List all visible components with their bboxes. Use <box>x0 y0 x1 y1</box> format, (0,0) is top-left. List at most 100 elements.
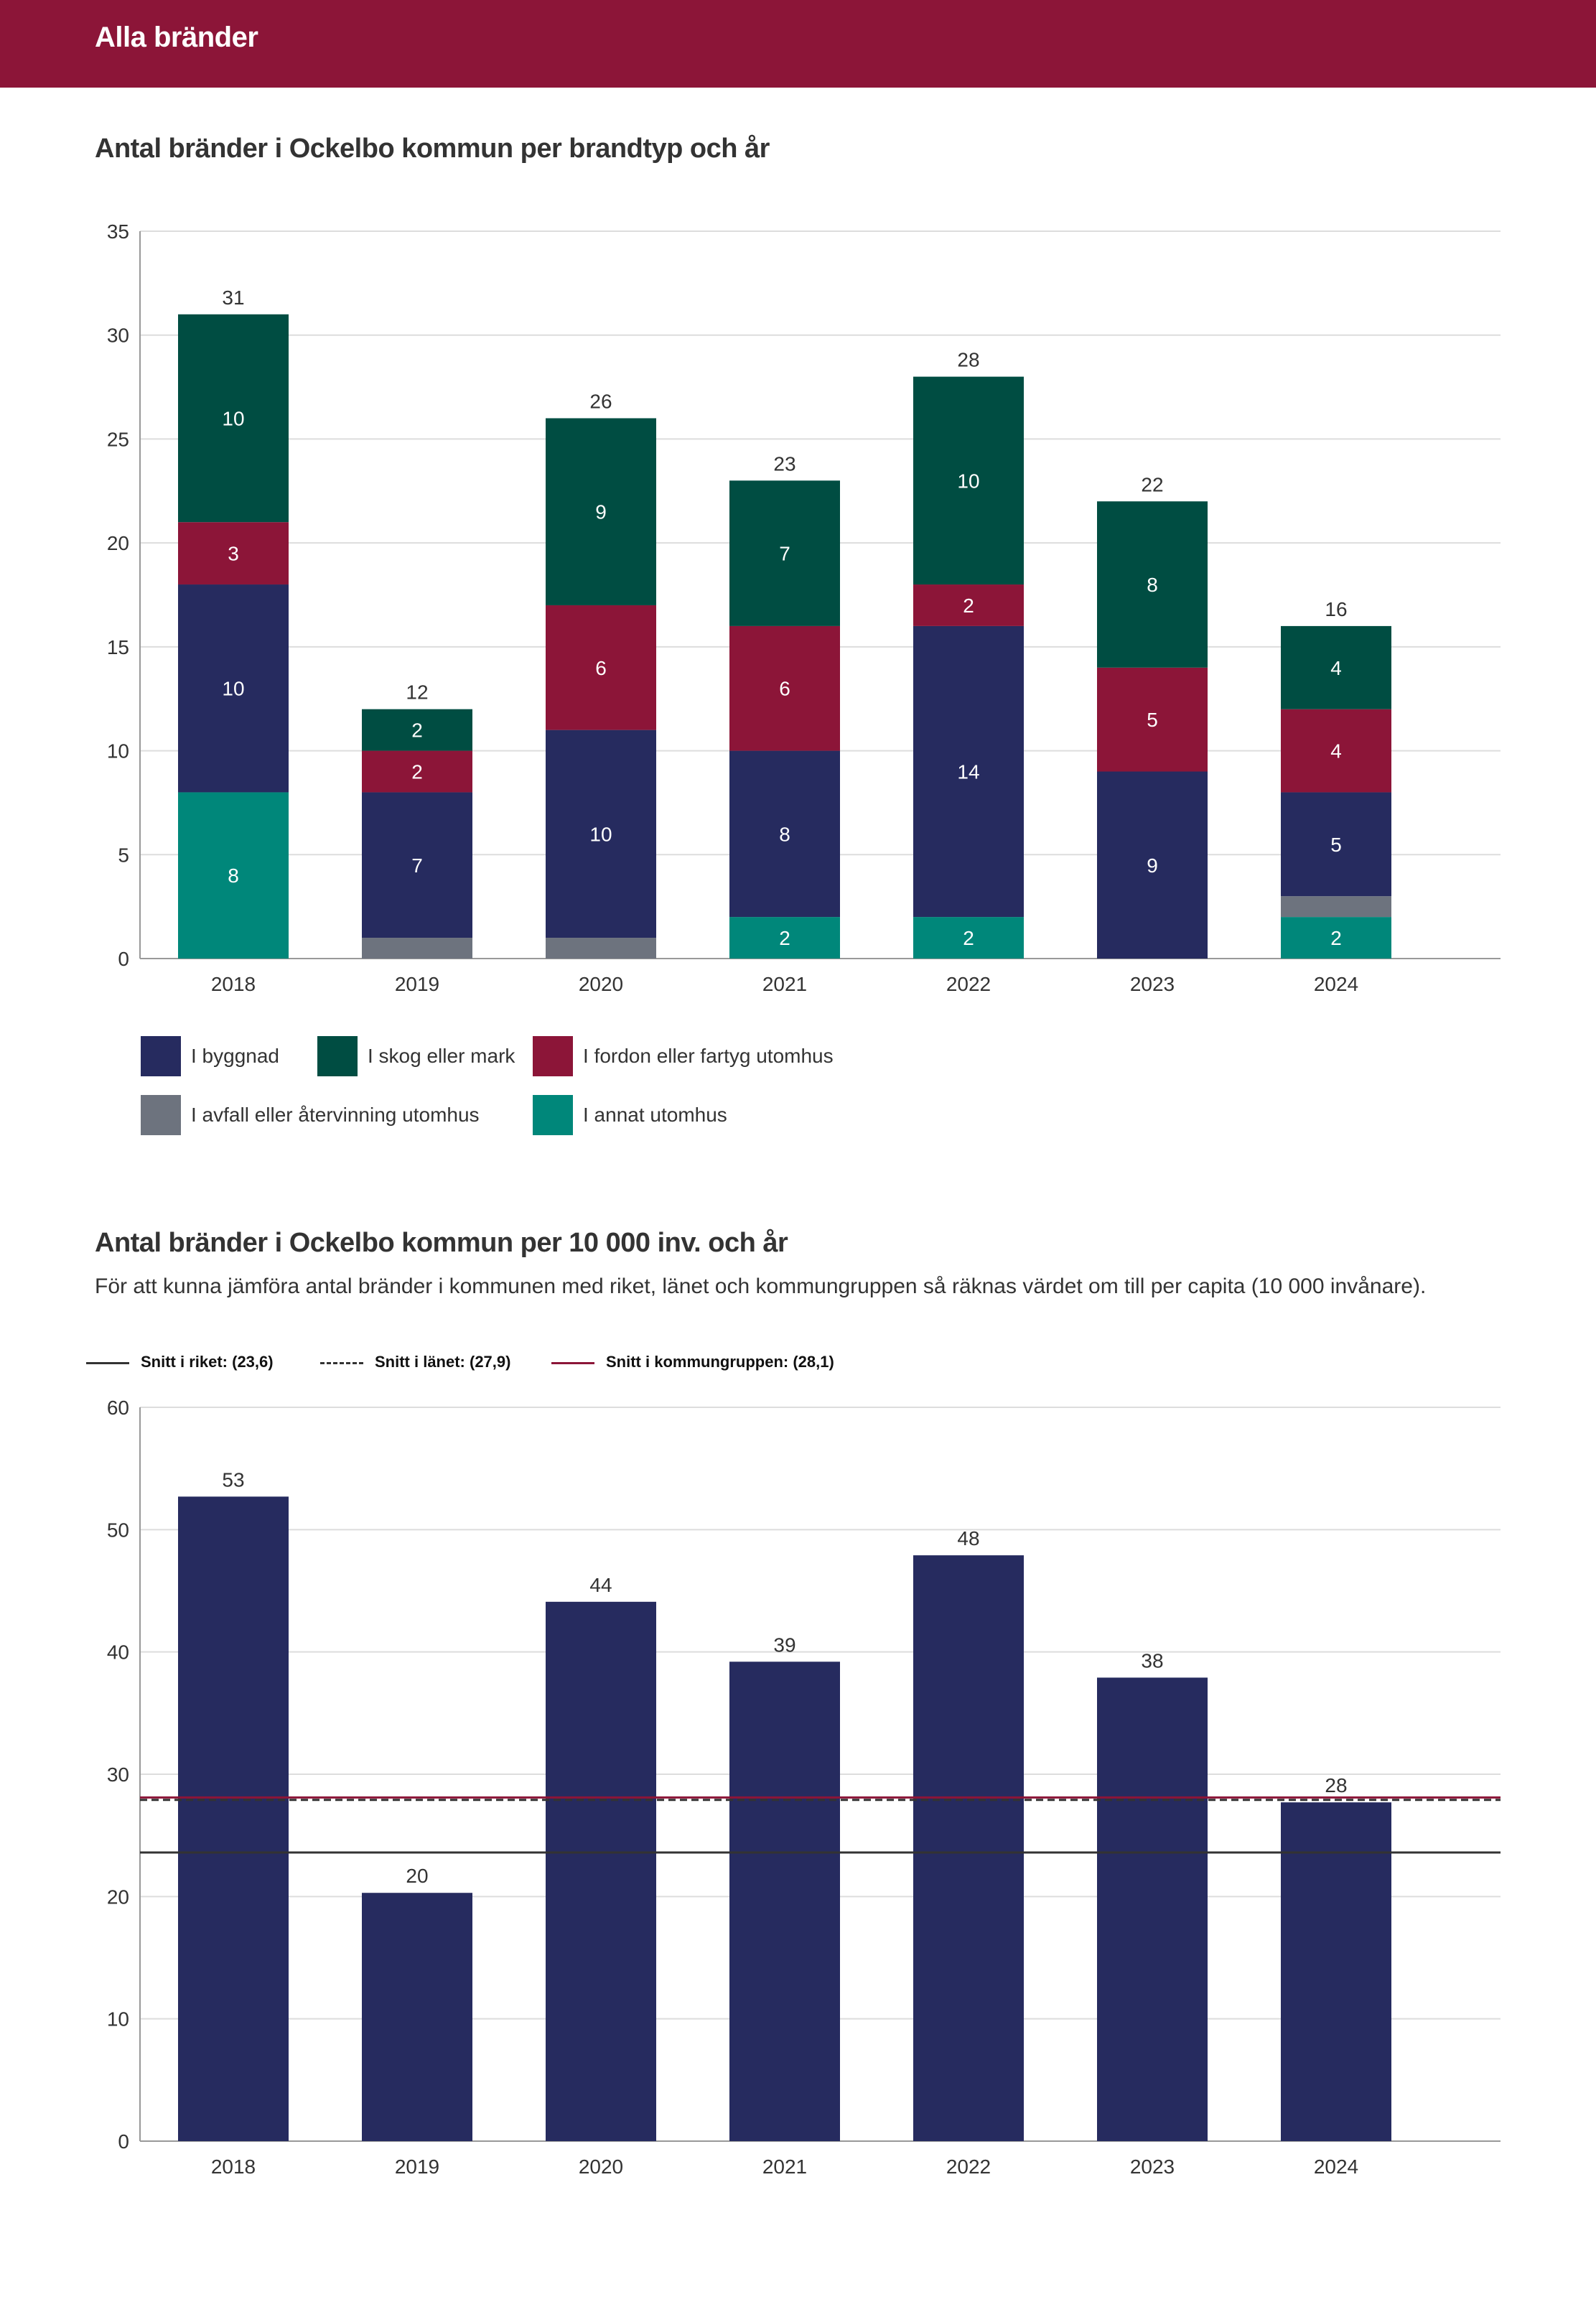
chart1-bar-segment-i-annat-utomhus <box>729 917 840 959</box>
chart1-x-tick-label: 2023 <box>1130 973 1175 995</box>
chart1-total-label: 12 <box>406 681 428 704</box>
chart1-bar-segment-i-avfall-eller-återvinning-utomhus <box>546 938 656 959</box>
chart1-y-tick-label: 35 <box>107 220 129 243</box>
chart2-y-tick-label: 0 <box>118 2130 129 2153</box>
chart1-bar-segment-i-skog-eller-mark <box>546 418 656 605</box>
chart1-bar-segment-i-skog-eller-mark <box>913 376 1024 585</box>
ref-label-riket: Snitt i riket: (23,6) <box>141 1353 274 1371</box>
chart1-bar-segment-i-skog-eller-mark <box>729 480 840 626</box>
chart2-title: Antal bränder i Ockelbo kommun per 10 00… <box>95 1228 788 1258</box>
chart1-segment-label: 5 <box>1147 709 1158 731</box>
chart1-segment-label: 14 <box>957 761 979 783</box>
ref-line-kommungrupp-icon <box>551 1362 594 1364</box>
chart1-y-tick-label: 15 <box>107 636 129 658</box>
chart2-value-label: 20 <box>406 1865 428 1887</box>
chart1-bar-segment-i-annat-utomhus <box>1281 917 1391 959</box>
chart1-bar-segment-i-annat-utomhus <box>913 917 1024 959</box>
chart2-value-label: 53 <box>222 1468 244 1491</box>
chart2-value-label: 39 <box>773 1633 795 1656</box>
legend-label-avfall: I avfall eller återvinning utomhus <box>191 1104 480 1126</box>
chart1-segment-label: 8 <box>779 823 790 845</box>
ref-line-lanet-icon <box>320 1362 363 1364</box>
chart2-x-tick-label: 2024 <box>1314 2155 1358 2178</box>
chart1-bar-segment-i-byggnad <box>546 730 656 938</box>
chart2-value-label: 38 <box>1141 1649 1163 1672</box>
chart2-value-label: 28 <box>1325 1774 1347 1796</box>
chart1-segment-label: 8 <box>1147 574 1158 596</box>
chart2-x-tick-label: 2020 <box>579 2155 623 2178</box>
chart1-segment-label: 8 <box>228 864 239 887</box>
header-title: Alla bränder <box>95 22 258 53</box>
chart1-x-tick-label: 2018 <box>211 973 256 995</box>
chart1-total-label: 16 <box>1325 598 1347 620</box>
chart1-bar-segment-i-skog-eller-mark <box>1097 501 1208 668</box>
chart1-segment-label: 10 <box>222 407 244 429</box>
chart1-segment-label: 7 <box>779 543 790 565</box>
chart2-bar <box>546 1601 656 2141</box>
chart1-segment-label: 10 <box>589 823 612 845</box>
chart1-segment-label: 9 <box>1147 854 1158 877</box>
chart1-segment-label: 9 <box>595 501 607 523</box>
chart2-bar <box>1097 1677 1208 2141</box>
chart1-segment-label: 10 <box>222 678 244 700</box>
chart2-y-tick-label: 10 <box>107 2008 129 2031</box>
chart1-bar-segment-i-skog-eller-mark <box>178 314 289 523</box>
chart1-bar-segment-i-fordon-eller-fartyg-utomhus <box>362 750 472 793</box>
chart1-y-tick-label: 30 <box>107 325 129 347</box>
chart1-total-label: 26 <box>589 390 612 412</box>
chart1-bar-segment-i-fordon-eller-fartyg-utomhus <box>1097 667 1208 772</box>
chart2-y-tick-label: 60 <box>107 1397 129 1419</box>
chart2-x-tick-label: 2021 <box>762 2155 807 2178</box>
chart1-segment-label: 2 <box>779 927 790 949</box>
chart2-x-tick-label: 2022 <box>946 2155 991 2178</box>
chart1-bar-segment-i-avfall-eller-återvinning-utomhus <box>1281 896 1391 918</box>
chart2-y-tick-label: 50 <box>107 1519 129 1541</box>
chart1-total-label: 31 <box>222 286 244 309</box>
ref-label-kommungrupp: Snitt i kommungruppen: (28,1) <box>606 1353 834 1371</box>
chart2-y-tick-label: 30 <box>107 1763 129 1786</box>
chart1-bar-segment-i-avfall-eller-återvinning-utomhus <box>362 938 472 959</box>
chart1-bar-segment-i-annat-utomhus <box>178 792 289 959</box>
chart1-bar-segment-i-fordon-eller-fartyg-utomhus <box>178 522 289 585</box>
chart1-bar-segment-i-skog-eller-mark <box>362 709 472 751</box>
legend-swatch-annat <box>533 1095 573 1135</box>
chart1-bar-segment-i-byggnad <box>1097 771 1208 959</box>
chart1-total-label: 28 <box>957 349 979 371</box>
chart2-bar <box>1281 1802 1391 2141</box>
chart1-svg: 0510152025303581031031201872212201910692… <box>107 220 1501 995</box>
chart2-bar <box>729 1661 840 2141</box>
chart1-bar-segment-i-byggnad <box>729 750 840 918</box>
legend-swatch-byggnad <box>141 1036 181 1076</box>
chart2-value-label: 44 <box>589 1574 612 1596</box>
chart1-segment-label: 6 <box>779 678 790 700</box>
chart2-y-tick-label: 40 <box>107 1641 129 1664</box>
legend-swatch-fordon <box>533 1036 573 1076</box>
chart2-y-tick-label: 20 <box>107 1886 129 1908</box>
chart1-x-tick-label: 2021 <box>762 973 807 995</box>
chart1-bar-segment-i-fordon-eller-fartyg-utomhus <box>913 584 1024 626</box>
chart1-segment-label: 4 <box>1330 740 1342 763</box>
chart1-segment-label: 7 <box>411 854 423 877</box>
chart1-y-tick-label: 25 <box>107 428 129 450</box>
chart1-y-tick-label: 10 <box>107 740 129 763</box>
ref-line-riket-icon <box>86 1362 129 1364</box>
chart2-bar <box>362 1893 472 2141</box>
chart1-bar-segment-i-byggnad <box>913 625 1024 918</box>
chart2-bar <box>178 1496 289 2141</box>
chart2-x-tick-label: 2018 <box>211 2155 256 2178</box>
chart1-segment-label: 2 <box>963 927 974 949</box>
legend-label-byggnad: I byggnad <box>191 1045 279 1067</box>
chart1-segment-label: 2 <box>411 761 423 783</box>
ref-label-lanet: Snitt i länet: (27,9) <box>375 1353 511 1371</box>
chart1-segment-label: 5 <box>1330 834 1342 856</box>
chart1-bar-segment-i-fordon-eller-fartyg-utomhus <box>546 605 656 730</box>
chart1-segment-label: 3 <box>228 543 239 565</box>
page-header: Alla bränder <box>0 0 1596 88</box>
chart1-bar-segment-i-fordon-eller-fartyg-utomhus <box>1281 709 1391 793</box>
chart1-segment-label: 2 <box>1330 927 1342 949</box>
chart1-segment-label: 10 <box>957 470 979 492</box>
chart2-value-label: 48 <box>957 1527 979 1549</box>
chart2-x-tick-label: 2019 <box>395 2155 439 2178</box>
chart2-subtitle: För att kunna jämföra antal bränder i ko… <box>95 1274 1427 1298</box>
